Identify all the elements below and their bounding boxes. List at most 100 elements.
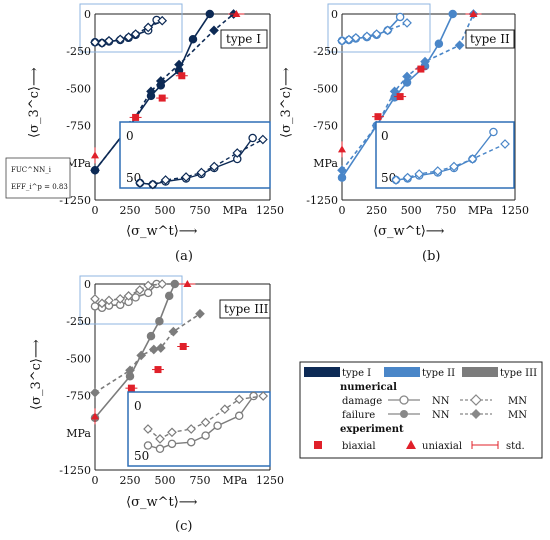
legend-std-label: std. <box>506 441 525 452</box>
panel-b-x-tick-label: MPa <box>468 204 493 217</box>
legend-failure-label: failure <box>342 410 375 421</box>
panel-b-damage-MN-marker <box>402 18 412 28</box>
panel-c-inset-damage-MN-marker <box>258 391 269 401</box>
panel-a-inset-damage-MN-marker <box>232 148 243 158</box>
panel-c-x-tick-label: 750 <box>190 474 211 487</box>
panel-c-inset-damage-MN-marker <box>234 394 245 405</box>
panel-b-x-tick-label: 1250 <box>501 204 529 217</box>
panel-c-x-tick-label: 250 <box>120 474 141 487</box>
panel-b-failure-MN-marker <box>337 165 347 176</box>
panel-b-inset-damage-MN-marker <box>500 139 510 149</box>
legend-numerical-header: numerical <box>340 382 397 393</box>
legend-biaxial-label: biaxial <box>342 441 376 452</box>
panel-b-inset: 0 50 <box>375 121 515 189</box>
panel-b-inset-damage-MN-marker <box>467 154 478 164</box>
legend-failure-nn-label: NN <box>432 410 450 421</box>
panel-c-damage-MN-marker <box>123 291 134 301</box>
panel-b-x-tick-label: 250 <box>366 204 387 217</box>
panel-a-x-axis-label: ⟨σ_w^t⟩⟶ <box>126 224 198 239</box>
panel-c-failure-MN-marker <box>136 350 147 361</box>
panel-a-damage-MN-marker <box>157 15 168 26</box>
panel-c-failure-NN-marker <box>146 331 156 341</box>
panel-c-label: (c) <box>175 519 192 534</box>
panel-b-x-tick-label: 0 <box>339 204 346 217</box>
panel-a-inset-tick-0: 0 <box>126 129 134 143</box>
panel-c-series-layer <box>90 279 205 425</box>
panel-c-failure-NN-marker <box>164 291 174 301</box>
panel-b-inset-damage-MN-marker <box>449 161 459 172</box>
panel-c-inset-damage-NN-marker <box>167 439 177 449</box>
panel-c-y-tick-label: MPa <box>66 427 91 440</box>
panel-c-zoom-region-box <box>79 275 183 325</box>
legend-type1-label: type I <box>342 368 371 379</box>
panel-b-damage-NN-marker <box>395 12 405 22</box>
panel-a-label: (a) <box>175 249 193 264</box>
panel-b-inset-damage-MN-marker <box>402 172 413 183</box>
panel-b-y-tick-label: -500 <box>313 82 338 95</box>
panel-b-damage-MN-marker <box>350 32 361 43</box>
panel-b-x-tick-label: 500 <box>401 204 422 217</box>
panel-a-plot-area: 0 50 0 250 500 750 MPa 12500-250-500-750MPa-1… <box>5 3 284 264</box>
panel-c-y-tick-label: -500 <box>66 352 91 365</box>
panel-c-failure-MN-marker <box>90 387 100 398</box>
panel-a-y-tick-label: MPa <box>66 157 91 170</box>
legend-failure-mn-label: MN <box>508 410 527 421</box>
panel-c: 0 50 0 250 500 750 MPa 12500-250-500-750MPa-1… <box>29 275 284 534</box>
legend-failure-mn-marker <box>471 409 481 419</box>
legend-damage-label: damage <box>342 396 382 407</box>
panel-a-inset-damage-MN-marker <box>135 178 145 188</box>
panel-a-failure-MN-marker <box>90 165 100 176</box>
panel-b-damage-MN-marker <box>362 31 372 42</box>
legend-type2-label: type II <box>422 368 455 379</box>
panel-a-failure-MN-marker <box>155 76 166 86</box>
legend-uniaxial-marker <box>406 440 416 449</box>
panel-b-failure-MN-marker <box>420 56 430 67</box>
legend-type2-swatch <box>384 367 420 377</box>
panel-b-tag-box <box>465 29 515 49</box>
panel-a-overlay-note-box <box>5 157 71 199</box>
panel-c-biaxial-marker <box>154 366 162 374</box>
legend: type I type II type III numerical damage… <box>299 361 543 459</box>
panel-c-inset-damage-NN-marker <box>186 437 196 447</box>
panel-a-failure-MN-marker <box>209 25 219 36</box>
panel-c-inset-damage-NN-marker <box>143 441 153 450</box>
panel-c-x-tick-label: 500 <box>155 474 176 487</box>
panel-a-failure-MN-marker <box>146 86 156 97</box>
panel-a-y-tick-label: 0 <box>84 8 91 21</box>
panel-b-y-tick-label: 0 <box>331 8 338 21</box>
legend-biaxial-marker <box>314 441 322 449</box>
legend-box <box>299 361 543 459</box>
panel-c-inset-tick-50: 50 <box>134 449 149 463</box>
panel-c-damage-MN-marker <box>97 298 107 309</box>
panel-c-inset-damage-NN-marker <box>201 431 210 440</box>
panel-c-damage-NN-marker <box>90 302 100 311</box>
panel-a-biaxial-marker <box>132 113 140 121</box>
panel-a-inset-damage-MN-marker <box>196 167 207 178</box>
panel-b-inset-damage-MN-marker <box>432 166 443 176</box>
panel-b-uniaxial-marker <box>338 145 346 153</box>
panel-c-uniaxial-marker <box>183 280 192 287</box>
panel-a-damage-MN-marker <box>104 35 114 46</box>
panel-c-inset-damage-MN-marker <box>167 427 177 438</box>
legend-damage-mn-marker <box>470 394 482 406</box>
panel-a-failure-MN-marker <box>174 59 184 70</box>
legend-experiment-header: experiment <box>340 424 404 435</box>
panel-b-failure-NN-marker <box>337 173 347 182</box>
panel-c-tag-box <box>219 299 271 319</box>
panel-c-failure-MN-marker <box>155 343 166 353</box>
legend-failure-nn-marker <box>400 410 408 418</box>
panel-a-inset-damage-MN-marker <box>209 161 220 172</box>
panel-a-inset-damage-MN-marker <box>181 172 191 182</box>
panel-b-y-tick-label: -1250 <box>306 194 338 207</box>
panel-a-x-tick-label: MPa <box>223 204 248 217</box>
panel-a-biaxial-marker <box>178 72 186 80</box>
panel-a-uniaxial-marker <box>91 151 99 159</box>
panel-c-failure-MN-marker <box>125 365 135 376</box>
panel-b-ticks: 0 250 500 750 MPa 1250 0 -250 -500 -750 MPa -1250 <box>306 8 529 217</box>
panel-c-inset-damage-MN-marker <box>155 434 165 444</box>
panel-b-inset-tick-0: 0 <box>381 129 389 143</box>
panel-a-y-tick-label: -250 <box>66 45 91 58</box>
panel-c-y-tick-label: -750 <box>66 390 91 403</box>
panel-a-damage-MN-marker <box>143 22 154 33</box>
